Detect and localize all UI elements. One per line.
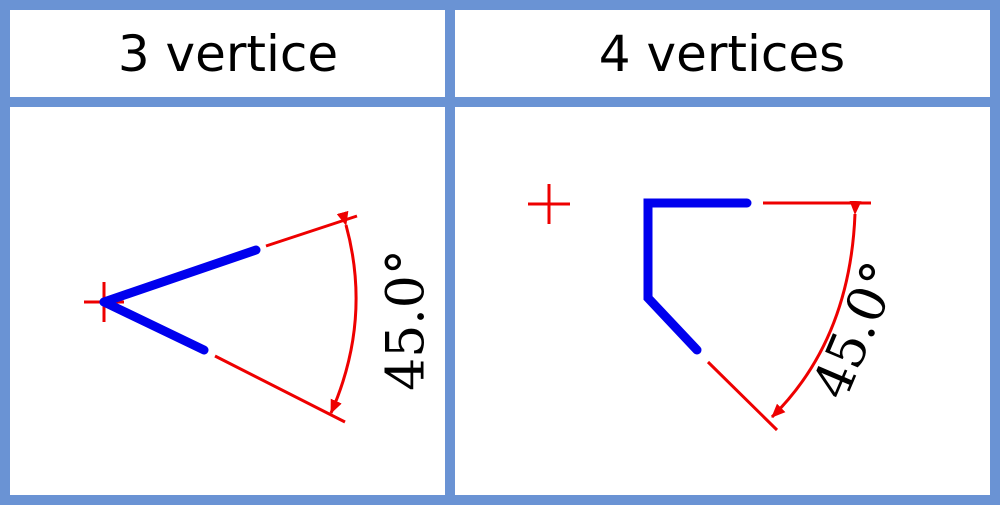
angle-dimension-arc — [770, 200, 862, 419]
angle-label: 45.0° — [801, 254, 912, 408]
panel-title-4-vertices: 4 vertices — [598, 25, 846, 83]
shape-edge-lower — [99, 297, 209, 355]
shape-outline — [643, 198, 752, 355]
extension-line-lower — [706, 360, 779, 432]
panel-4-vertices-diagram: 45.0° — [528, 184, 912, 432]
panel-title-3-vertice: 3 vertice — [117, 25, 339, 83]
angle-label: 45.0° — [377, 249, 437, 391]
extension-line-upper — [265, 214, 358, 248]
angle-dimension-arc — [329, 210, 358, 414]
extension-line-lower — [214, 354, 346, 424]
shape-edge-upper — [99, 245, 261, 307]
vertex-marker — [528, 184, 570, 224]
panel-3-vertices-diagram: 45.0° — [84, 210, 437, 424]
